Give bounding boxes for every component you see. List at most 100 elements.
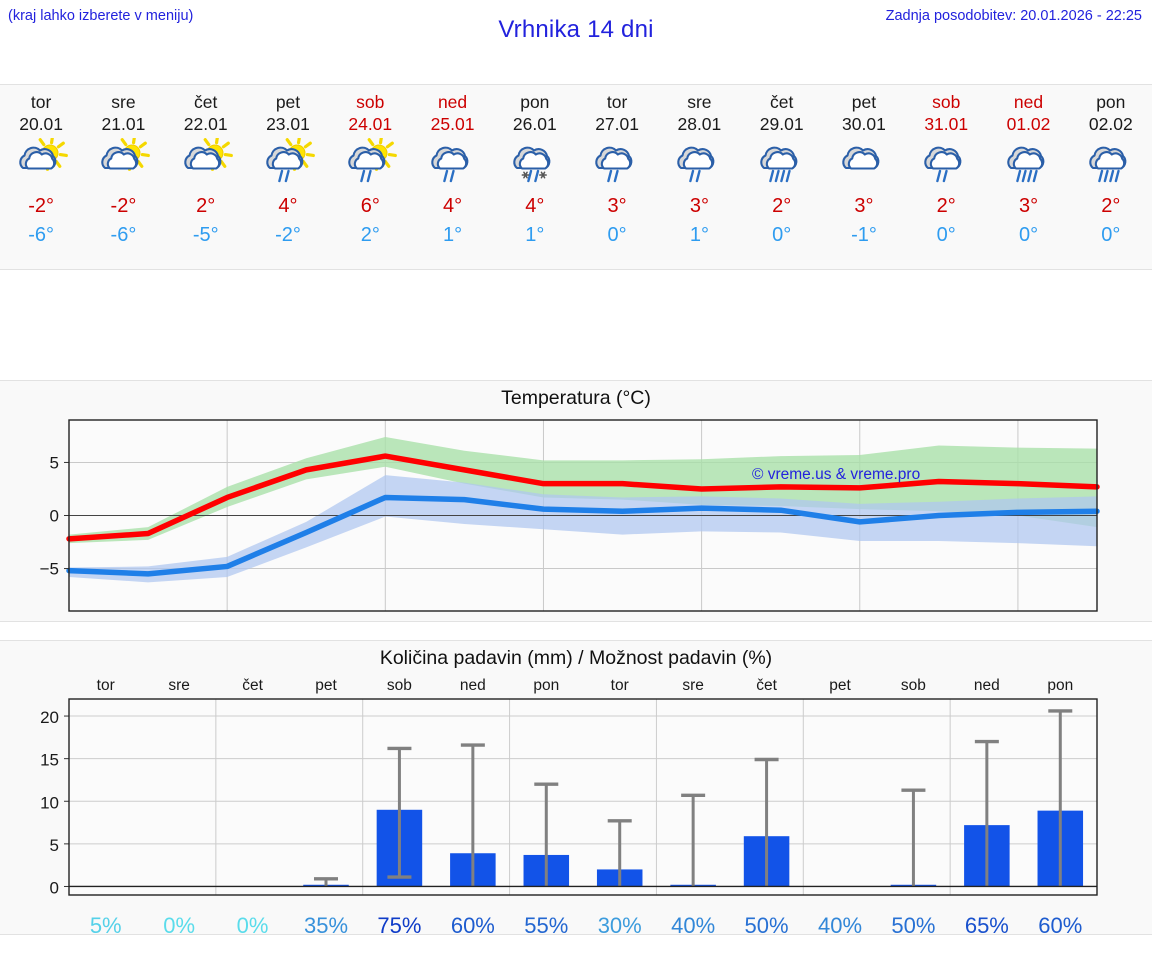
cloud-heavy-rain-icon <box>759 146 798 183</box>
precipitation-probability-label: 30% <box>598 913 642 936</box>
precipitation-day-label: ned <box>974 677 1000 694</box>
day-of-week-label: tor <box>30 92 52 112</box>
day-date-label: 31.01 <box>924 114 969 134</box>
min-temperature: -5° <box>192 224 219 246</box>
weather-icon-wrapper <box>494 135 576 191</box>
page-title: Vrhnika 14 dni <box>498 16 654 43</box>
forecast-day-column[interactable]: čet 22.01 2° -5° <box>165 85 247 269</box>
precipitation-day-label: pon <box>1047 677 1073 694</box>
precipitation-probability-label: 35% <box>304 913 348 936</box>
weather-icon-wrapper <box>576 135 658 191</box>
min-temperature: 1° <box>525 224 545 246</box>
max-temperature: 4° <box>442 195 463 217</box>
day-of-week-label: sob <box>932 92 961 112</box>
location-menu-note[interactable]: (kraj lahko izberete v meniju) <box>8 8 194 24</box>
forecast-day-column[interactable]: sre 28.01 3° 1° <box>658 85 740 269</box>
cloud-sleet-icon <box>513 146 551 183</box>
precipitation-probability-label: 65% <box>965 913 1009 936</box>
min-temperature: 0° <box>1018 224 1039 246</box>
watermark-text: © vreme.us & vreme.pro <box>752 466 920 483</box>
max-temperature: 2° <box>772 195 792 217</box>
day-of-week-label: pon <box>1096 92 1126 112</box>
day-date-label: 30.01 <box>842 114 886 134</box>
day-of-week-label: sre <box>111 92 136 112</box>
daily-forecast-strip: tor 20.01 -2° -6° sre 21.01 -2° -6° čet 22.01 2° -5… <box>0 84 1152 270</box>
precipitation-probability-label: 50% <box>891 913 935 936</box>
precipitation-error-bar <box>314 877 338 887</box>
forecast-day-column[interactable]: ned 25.01 4° 1° <box>411 85 493 269</box>
cloud-rain-icon <box>924 146 962 183</box>
weather-icon-wrapper <box>82 135 164 191</box>
min-temperature: 0° <box>607 224 627 246</box>
precipitation-error-bar <box>901 788 926 887</box>
day-of-week-label: sob <box>356 92 385 112</box>
sun-cloud-icon <box>183 138 233 171</box>
weather-icon-wrapper <box>987 135 1069 191</box>
max-temperature: 3° <box>1018 195 1039 217</box>
forecast-day-column[interactable]: sre 21.01 -2° -6° <box>82 85 164 269</box>
precipitation-day-label: čet <box>242 677 263 694</box>
max-temperature: 4° <box>525 195 545 217</box>
precipitation-day-label: ned <box>460 677 486 694</box>
weather-icon-wrapper <box>411 135 493 191</box>
temperature-y-tick-label: 5 <box>50 453 59 472</box>
min-temperature: 1° <box>689 224 709 246</box>
precipitation-chart-title: Količina padavin (mm) / Možnost padavin … <box>379 647 773 669</box>
forecast-day-column[interactable]: tor 20.01 -2° -6° <box>0 85 82 269</box>
temperature-chart-title: Temperatura (°C) <box>501 387 651 409</box>
precipitation-y-tick-label: 5 <box>50 836 59 855</box>
weather-icon-wrapper <box>329 135 411 191</box>
sun-cloud-icon <box>101 138 151 171</box>
day-date-label: 25.01 <box>430 114 475 134</box>
precipitation-day-label: sob <box>387 677 412 694</box>
day-date-label: 20.01 <box>19 114 64 134</box>
weather-icon-wrapper <box>0 135 82 191</box>
weather-icon-wrapper <box>823 135 905 191</box>
precipitation-error-bar <box>681 793 706 887</box>
precipitation-probability-label: 60% <box>451 913 495 936</box>
day-date-label: 02.02 <box>1088 114 1133 134</box>
temperature-chart-panel: Temperatura (°C) 5 0 −5 © vreme.us & vreme.… <box>0 380 1152 622</box>
max-temperature: -2° <box>28 195 55 217</box>
forecast-day-column[interactable]: ned 01.02 3° 0° <box>987 85 1069 269</box>
forecast-day-column[interactable]: sob 24.01 6° 2° <box>329 85 411 269</box>
day-date-label: 23.01 <box>266 114 310 134</box>
min-temperature: 2° <box>360 224 380 246</box>
min-temperature: -1° <box>851 224 877 246</box>
day-of-week-label: tor <box>606 92 628 112</box>
precipitation-day-label: tor <box>611 677 629 694</box>
precipitation-chart-panel: Količina padavin (mm) / Možnost padavin … <box>0 640 1152 936</box>
precipitation-day-label: sob <box>901 677 926 694</box>
forecast-day-column[interactable]: pon 26.01 4° 1° <box>494 85 576 269</box>
day-of-week-label: pet <box>275 92 301 112</box>
precipitation-probability-label: 60% <box>1038 913 1082 936</box>
precipitation-day-label: pet <box>829 677 851 694</box>
max-temperature: 3° <box>689 195 709 217</box>
cloud-heavy-rain-icon <box>1006 146 1044 183</box>
max-temperature: 2° <box>196 195 216 217</box>
min-temperature: -2° <box>275 224 301 246</box>
precipitation-day-label: pet <box>315 677 337 694</box>
precipitation-day-label: pon <box>533 677 559 694</box>
forecast-day-column[interactable]: čet 29.01 2° 0° <box>741 85 823 269</box>
max-temperature: 3° <box>854 195 874 217</box>
max-temperature: 6° <box>360 195 380 217</box>
max-temperature: 2° <box>1101 195 1121 217</box>
forecast-day-column[interactable]: sob 31.01 2° 0° <box>905 85 987 269</box>
day-of-week-label: ned <box>1013 92 1044 112</box>
forecast-day-column[interactable]: pet 30.01 3° -1° <box>823 85 905 269</box>
weather-icon-wrapper <box>247 135 329 191</box>
precipitation-day-label: sre <box>682 677 704 694</box>
min-temperature: -6° <box>110 224 137 246</box>
forecast-day-column[interactable]: pet 23.01 4° -2° <box>247 85 329 269</box>
forecast-day-column[interactable]: pon 02.02 2° 0° <box>1070 85 1152 269</box>
precipitation-day-label: čet <box>756 677 777 694</box>
day-date-label: 24.01 <box>348 114 393 134</box>
precipitation-y-tick-label: 15 <box>40 751 59 770</box>
day-date-label: 27.01 <box>595 114 639 134</box>
forecast-day-column[interactable]: tor 27.01 3° 0° <box>576 85 658 269</box>
max-temperature: 2° <box>936 195 956 217</box>
min-temperature: -6° <box>28 224 55 246</box>
min-temperature: 1° <box>442 224 463 246</box>
precipitation-y-tick-label: 10 <box>40 793 59 812</box>
